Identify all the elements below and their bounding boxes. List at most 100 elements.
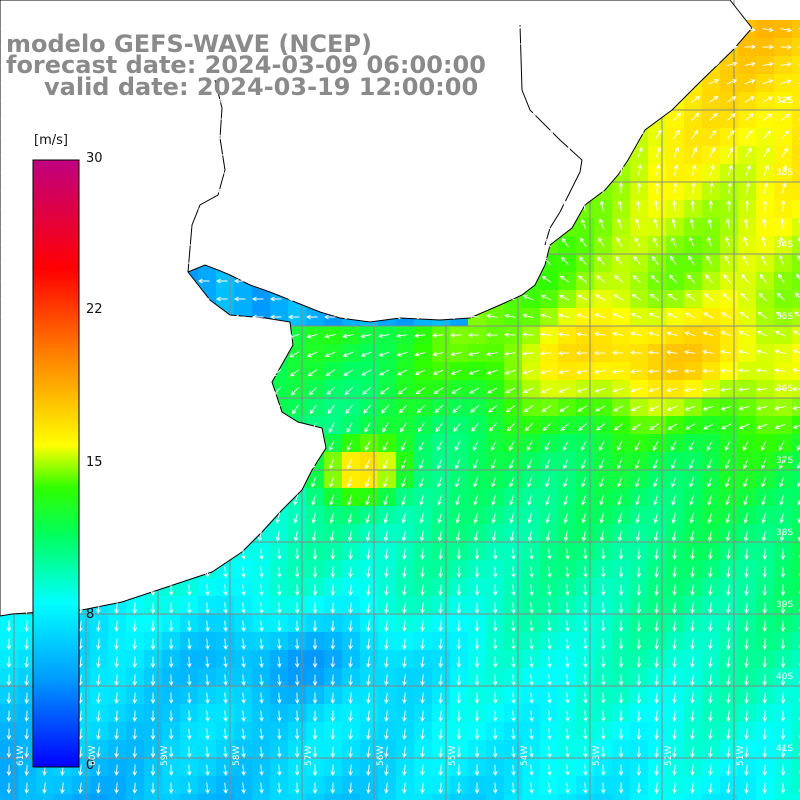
wind-arrow [511,710,516,722]
wind-arrow [594,331,606,337]
wind-arrow [252,296,264,302]
wind-arrow [706,440,713,451]
wind-arrow [324,242,336,248]
wind-arrow [18,206,30,212]
wind-arrow [725,494,731,506]
wind-arrow [618,584,624,596]
wind-arrow [528,77,538,85]
wind-arrow [618,656,624,668]
wind-arrow [618,95,628,103]
wind-arrow [654,764,660,776]
wind-arrow [707,530,713,542]
wind-arrow [288,260,300,266]
wind-arrow [18,26,30,32]
wind-arrow [306,80,318,86]
wind-arrow [438,692,443,704]
wind-arrow [306,351,318,358]
wind-arrow [95,512,101,524]
wind-arrow [6,638,12,650]
wind-arrow [162,134,174,140]
wind-arrow [144,152,156,158]
wind-arrow [360,296,372,302]
wind-arrow [420,584,425,596]
wind-arrow [400,422,407,433]
wind-arrow [168,746,174,758]
wind-arrow [108,260,120,266]
wind-arrow [259,638,264,650]
wind-arrow [241,674,246,686]
wind-arrow [762,710,768,722]
wind-arrow [654,638,660,650]
wind-arrow [524,256,534,265]
wind-arrow [414,278,426,284]
wind-arrow [0,278,12,284]
wind-arrow [306,206,318,212]
wind-arrow [270,242,282,248]
wind-arrow [259,782,264,794]
wind-arrow [505,405,516,413]
wind-arrow [473,512,479,524]
wind-arrow [511,782,516,794]
wind-arrow [509,512,515,524]
wind-arrow [780,566,786,578]
speed-cell [540,794,559,800]
wind-arrow [564,77,575,85]
wind-arrow [396,170,408,176]
wind-arrow [114,566,119,578]
wind-arrow [294,656,300,668]
wind-arrow [709,129,717,140]
wind-arrow [691,146,698,158]
wind-arrow [187,638,192,650]
wind-arrow [252,98,264,104]
wind-arrow [547,782,552,794]
wind-arrow [168,548,174,560]
wind-arrow [671,218,677,230]
wind-arrow [108,116,120,122]
speed-cell [792,182,800,201]
wind-arrow [312,782,318,794]
wind-arrow [114,638,119,650]
wind-arrow [470,405,480,413]
wind-arrow [456,638,462,650]
wind-arrow [144,278,156,284]
wind-arrow [475,110,482,122]
speed-cell [792,236,800,255]
wind-arrow [185,476,191,488]
wind-arrow [761,236,767,248]
wind-arrow [130,458,137,470]
wind-arrow [600,94,610,103]
forecast-date: forecast date: 2024-03-09 06:00:00 [6,51,486,79]
wind-arrow [580,440,587,451]
wind-arrow [545,530,551,542]
wind-arrow [689,476,695,488]
wind-arrow [504,332,516,338]
wind-arrow [324,116,336,122]
wind-arrow [564,43,576,49]
wind-arrow [600,656,606,668]
longitude-label: 51W [736,745,746,766]
wind-arrow [379,369,390,376]
wind-arrow [673,164,679,176]
wind-arrow [216,188,228,194]
wind-arrow [491,512,497,524]
wind-arrow [474,566,480,578]
wind-arrow [132,548,138,560]
wind-arrow [144,62,156,68]
wind-arrow [126,116,138,122]
wind-arrow [450,26,462,32]
wind-arrow [618,710,624,722]
wind-arrow [22,440,29,451]
wind-arrow [396,314,408,320]
wind-arrow [545,476,551,488]
wind-arrow [672,602,677,614]
wind-arrow [132,656,138,668]
wind-arrow [702,387,714,393]
wind-arrow [277,728,282,740]
wind-arrow [690,61,702,67]
wind-arrow [396,80,408,86]
wind-arrow [684,350,696,355]
wind-arrow [432,224,444,230]
wind-arrow [306,314,318,320]
wind-arrow [144,44,156,50]
wind-arrow [540,313,552,319]
